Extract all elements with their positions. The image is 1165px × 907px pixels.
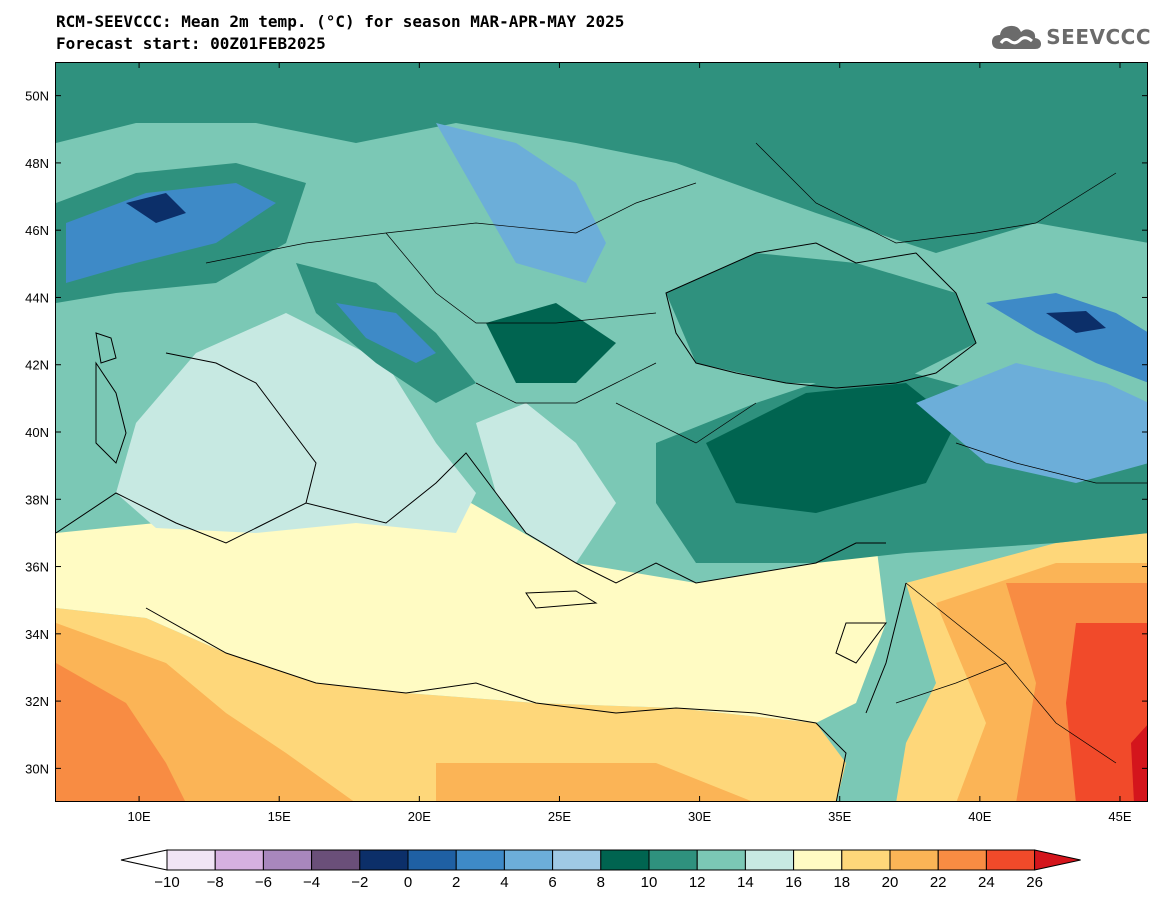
temperature-map [55, 62, 1148, 802]
colorbar-tick-label: 20 [882, 874, 899, 891]
colorbar-bin [793, 849, 843, 871]
colorbar-bin [696, 849, 746, 871]
colorbar-tick-label: −10 [154, 874, 179, 891]
cloud-icon [992, 25, 1042, 49]
field-20-22-egypt [436, 763, 751, 801]
field-8-10-anatolia [706, 383, 956, 513]
colorbar-tick-label: 4 [500, 874, 508, 891]
colorbar-tick-label: 6 [548, 874, 556, 891]
colorbar-bin [600, 849, 650, 871]
colorbar-bin [311, 849, 361, 871]
colorbar-tick-label: 10 [641, 874, 658, 891]
country-borders [205, 142, 1147, 764]
coastlines [56, 242, 977, 801]
colorbar-bin [985, 849, 1036, 871]
field-neg2-0-caucasus [1046, 311, 1106, 333]
colorbar-tick-label: 18 [833, 874, 850, 891]
field-10-12-north [56, 63, 1147, 253]
colorbar-bin [744, 849, 795, 871]
colorbar-tick-label: −4 [303, 874, 320, 891]
field-10-12-blacksea [666, 253, 976, 383]
colorbar-bin [648, 849, 698, 871]
colorbar-bin [214, 849, 264, 871]
field-22-24-west [56, 663, 185, 801]
field-24-26-east [1066, 623, 1147, 801]
colorbar-tick-label: −6 [255, 874, 272, 891]
colorbar-bin [552, 849, 602, 871]
colorbar-bin [889, 849, 939, 871]
colorbar-bin [937, 849, 987, 871]
field-14-16-aegean [476, 403, 616, 563]
map-title: RCM-SEEVCCC: Mean 2m temp. (°C) for seas… [56, 12, 625, 31]
temperature-field [56, 63, 1147, 801]
logo-text: SEEVCCC [1046, 25, 1151, 49]
colorbar-tick-label: −2 [351, 874, 368, 891]
field-4-6-caucasus-south [916, 363, 1147, 483]
forecast-start-label: Forecast start: 00Z01FEB2025 [56, 34, 326, 53]
field-4-6-carpathians [436, 123, 606, 283]
colorbar-bin [841, 849, 891, 871]
field-2-4-alps [66, 183, 276, 283]
colorbar-bin [455, 849, 505, 871]
colorbar-tick-label: 14 [737, 874, 754, 891]
colorbar-tick-label: 12 [689, 874, 706, 891]
colorbar-bin [359, 849, 409, 871]
colorbar-under-triangle [120, 849, 168, 871]
colorbar-tick-label: 2 [452, 874, 460, 891]
colorbar-tick-label: 24 [978, 874, 995, 891]
colorbar-tick-label: 22 [930, 874, 947, 891]
field-2-4-caucasus [986, 293, 1147, 383]
field-16-18-med [56, 483, 886, 723]
field-2-4-dinarics [336, 303, 436, 363]
colorbar-tick-label: 26 [1026, 874, 1043, 891]
seevccc-logo: SEEVCCC [990, 20, 1151, 54]
colorbar-tick-label: 8 [597, 874, 605, 891]
colorbar-bin [503, 849, 554, 871]
colorbar-bin [166, 849, 216, 871]
colorbar-bin [407, 849, 457, 871]
colorbar-tick-label: 16 [785, 874, 802, 891]
colorbar-tick-label: 0 [404, 874, 412, 891]
colorbar-over-triangle [1034, 849, 1081, 871]
colorbar-bin [262, 849, 313, 871]
field-neg2-0-alps [126, 193, 186, 223]
colorbar-tick-label: −8 [207, 874, 224, 891]
field-over-26 [1131, 725, 1147, 801]
